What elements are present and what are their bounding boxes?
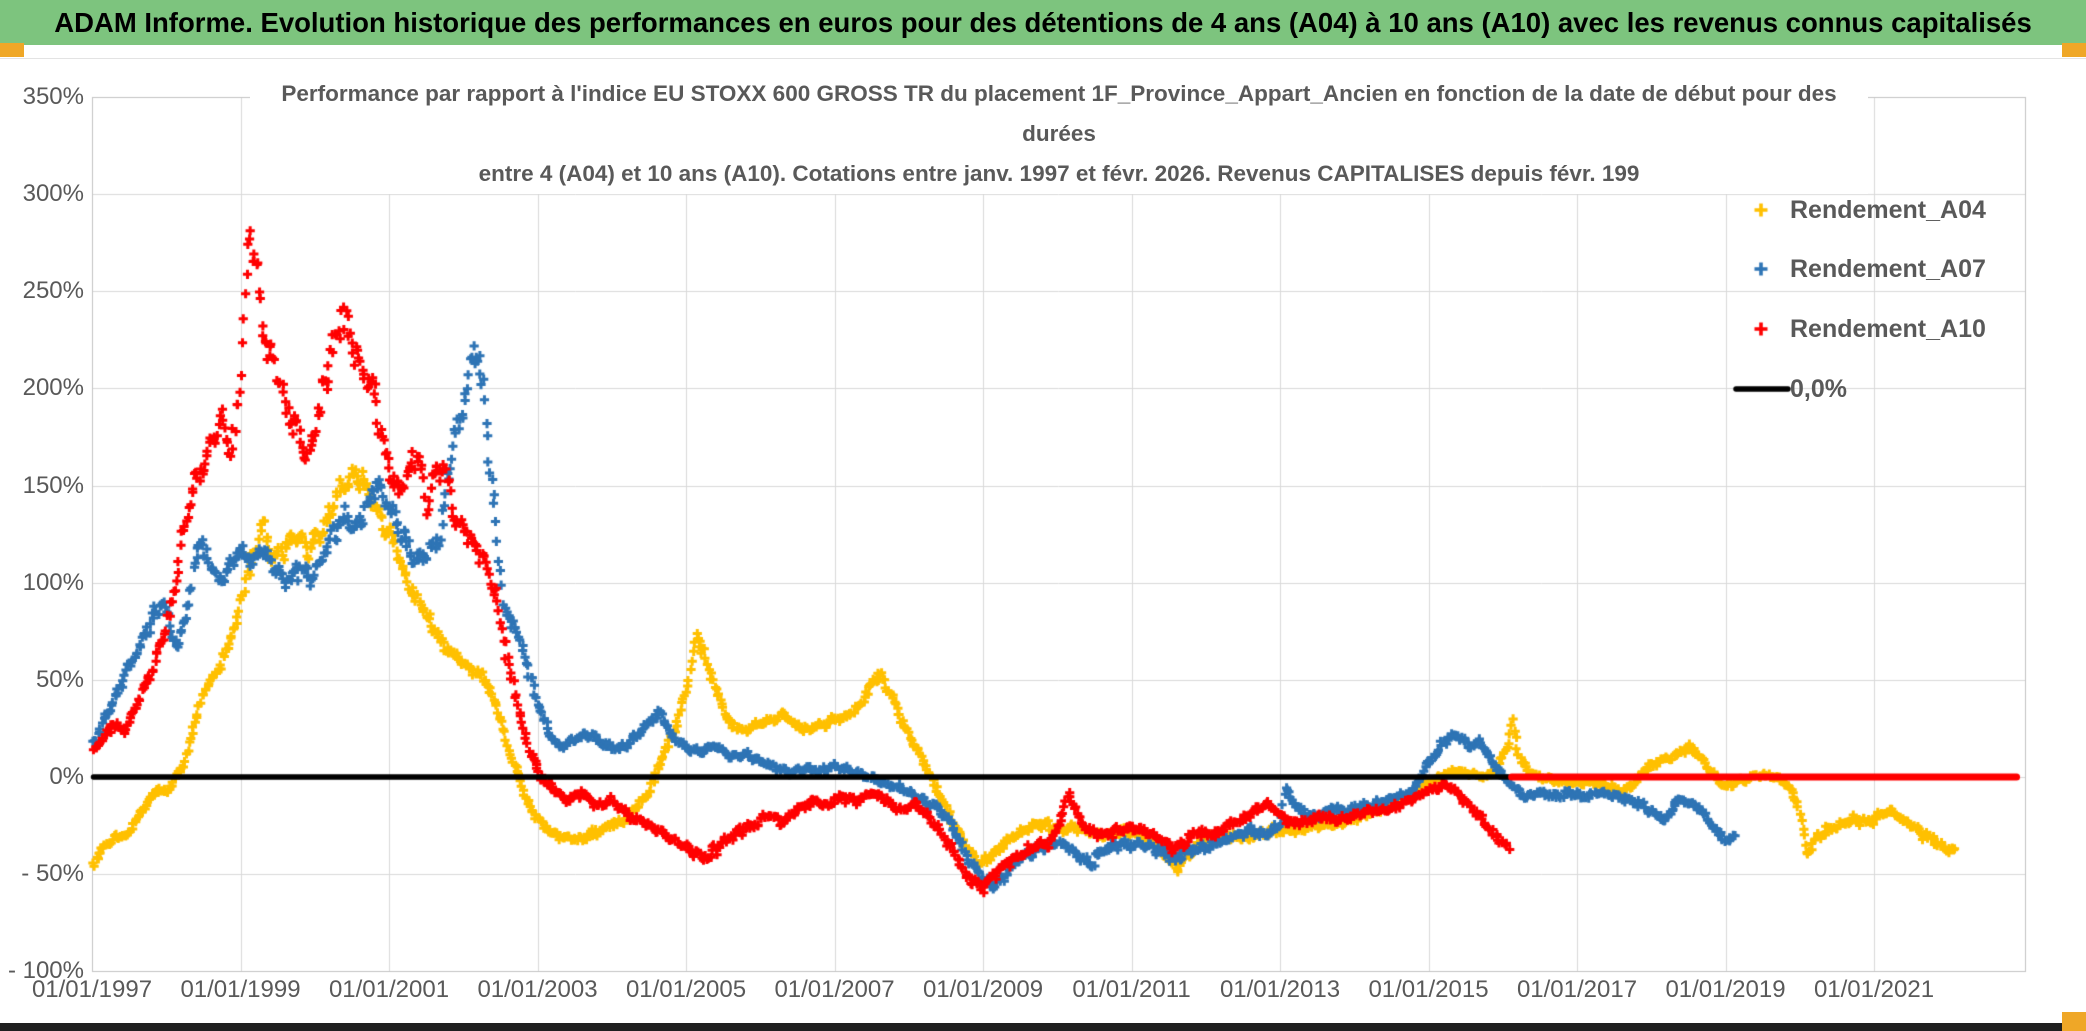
- x-axis-label: 01/01/2015: [1368, 976, 1489, 1003]
- x-axis-label: 01/01/2017: [1516, 976, 1638, 1003]
- x-axis-label: 01/01/2005: [625, 976, 747, 1003]
- x-axis-label: 01/01/1999: [180, 976, 301, 1003]
- y-axis-label: - 100%: [7, 957, 84, 985]
- x-axis-label: 01/01/1997: [31, 976, 153, 1003]
- x-axis-label: 01/01/2011: [1072, 976, 1191, 1003]
- chart-title: Performance par rapport à l'indice EU ST…: [250, 74, 1868, 194]
- top-banner: ADAM Informe. Evolution historique des p…: [0, 0, 2086, 45]
- legend-item-rendement-a10[interactable]: Rendement_A10: [1790, 315, 1986, 343]
- y-axis-label: 100%: [22, 568, 84, 596]
- y-axis-label: 150%: [22, 471, 84, 499]
- y-axis-label: 250%: [22, 277, 84, 305]
- legend-item-0-0-[interactable]: 0,0%: [1790, 375, 1847, 403]
- legend-item-rendement-a07[interactable]: Rendement_A07: [1790, 255, 1986, 283]
- y-axis-label: 350%: [22, 82, 84, 110]
- x-axis-label: 01/01/2001: [328, 976, 450, 1003]
- y-axis-label: 200%: [22, 374, 84, 402]
- bottom-bar: [0, 1023, 2062, 1031]
- x-axis-label: 01/01/2021: [1813, 976, 1935, 1003]
- chart-title-line1: Performance par rapport à l'indice EU ST…: [281, 81, 1837, 106]
- x-axis-label: 01/01/2007: [774, 976, 895, 1003]
- x-axis-label: 01/01/2009: [922, 976, 1044, 1003]
- y-axis-label: 300%: [22, 180, 84, 208]
- x-axis-label: 01/01/2013: [1219, 976, 1341, 1003]
- x-axis-label: 01/01/2019: [1665, 976, 1786, 1003]
- y-axis-label: 0%: [49, 763, 84, 790]
- banner-divider: [0, 45, 2086, 59]
- y-axis-label: 50%: [35, 665, 84, 693]
- chart-title-line3: entre 4 (A04) et 10 ans (A10). Cotations…: [478, 161, 1640, 186]
- legend-item-rendement-a04[interactable]: Rendement_A04: [1790, 196, 1986, 224]
- chart-title-line2: durées: [1022, 121, 1096, 146]
- banner-title: ADAM Informe. Evolution historique des p…: [54, 6, 2032, 38]
- top-right-accent: [2062, 43, 2086, 57]
- bottom-right-accent: [2062, 1012, 2086, 1031]
- top-left-accent: [0, 43, 24, 57]
- y-axis-label: - 50%: [21, 860, 84, 888]
- x-axis-label: 01/01/2003: [477, 976, 598, 1003]
